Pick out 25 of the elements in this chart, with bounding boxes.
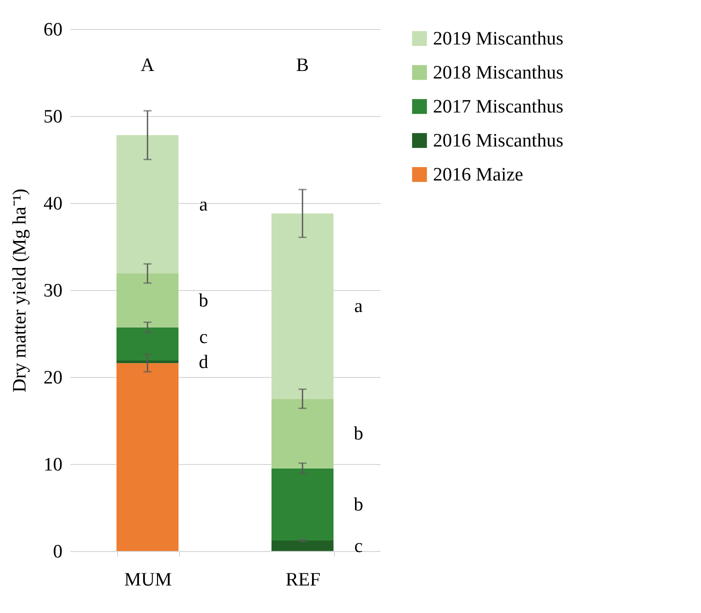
annotation: a	[354, 296, 364, 318]
y-tick-label: 40	[44, 194, 62, 214]
y-tick-label: 30	[44, 280, 62, 302]
y-tick-label: 50	[44, 106, 62, 128]
legend-label: 2017 Miscanthus	[433, 96, 564, 118]
legend-label: 2016 Maize	[433, 164, 524, 186]
y-tick-label: 20	[44, 368, 62, 388]
annotation: B	[296, 55, 309, 76]
annotation: b	[354, 424, 364, 445]
x-tick-label: REF	[286, 570, 320, 590]
y-tick-label: 60	[44, 20, 62, 40]
annotation: a	[199, 194, 208, 216]
y-tick-label: 10	[44, 454, 62, 476]
annotation: d	[198, 352, 209, 373]
annotation: c	[199, 327, 208, 348]
x-tick-label: MUM	[124, 570, 172, 590]
y-tick-label: 0	[53, 542, 62, 562]
legend-label: 2019 Miscanthus	[433, 28, 564, 50]
annotation: b	[354, 494, 364, 516]
annotation: b	[198, 290, 208, 312]
annotation: A	[140, 55, 155, 76]
legend-label: 2018 Miscanthus	[433, 62, 564, 84]
y-axis-title: Dry matter yield (Mg ha⁻¹)	[10, 188, 30, 392]
legend-label: 2016 Miscanthus	[433, 130, 564, 152]
annotation: c	[354, 536, 363, 557]
